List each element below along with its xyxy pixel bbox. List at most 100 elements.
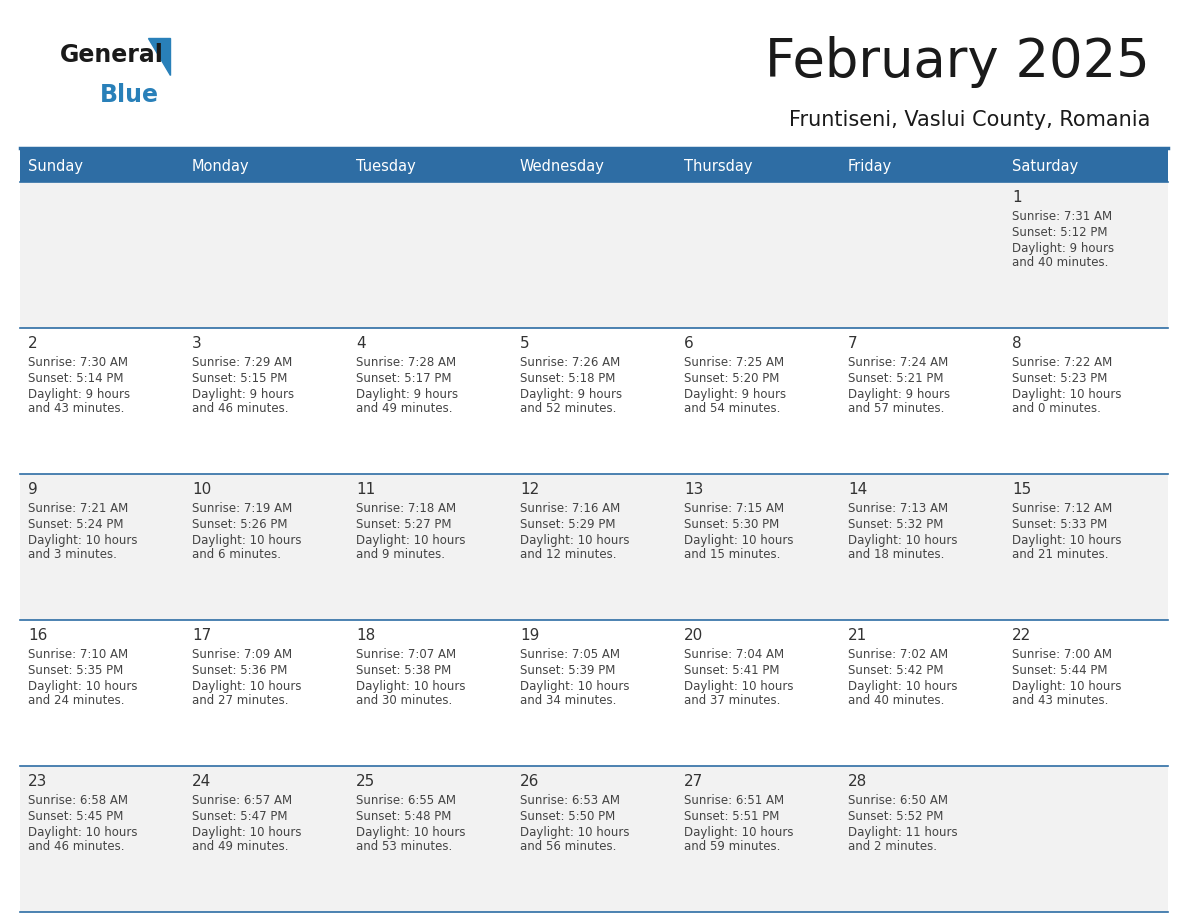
- Text: Sunset: 5:24 PM: Sunset: 5:24 PM: [29, 518, 124, 531]
- Text: Sunset: 5:41 PM: Sunset: 5:41 PM: [684, 664, 779, 677]
- Text: Sunrise: 7:29 AM: Sunrise: 7:29 AM: [192, 356, 292, 369]
- Text: Daylight: 10 hours: Daylight: 10 hours: [356, 534, 466, 547]
- Text: Tuesday: Tuesday: [356, 159, 416, 174]
- Text: 23: 23: [29, 774, 48, 789]
- Bar: [840, 150, 1004, 182]
- Text: and 34 minutes.: and 34 minutes.: [520, 694, 617, 707]
- Text: 21: 21: [848, 628, 867, 643]
- Text: 20: 20: [684, 628, 703, 643]
- Text: and 40 minutes.: and 40 minutes.: [848, 694, 944, 707]
- Text: and 21 minutes.: and 21 minutes.: [1012, 548, 1108, 561]
- Bar: [184, 620, 348, 766]
- Text: and 30 minutes.: and 30 minutes.: [356, 694, 453, 707]
- Text: Saturday: Saturday: [1012, 159, 1079, 174]
- Text: Sunrise: 7:02 AM: Sunrise: 7:02 AM: [848, 648, 948, 661]
- Text: Sunset: 5:23 PM: Sunset: 5:23 PM: [1012, 372, 1107, 385]
- Text: Sunset: 5:51 PM: Sunset: 5:51 PM: [684, 810, 779, 823]
- Text: Fruntiseni, Vaslui County, Romania: Fruntiseni, Vaslui County, Romania: [789, 110, 1150, 130]
- Text: Sunset: 5:52 PM: Sunset: 5:52 PM: [848, 810, 943, 823]
- Bar: [348, 150, 512, 182]
- Text: Sunrise: 7:13 AM: Sunrise: 7:13 AM: [848, 502, 948, 515]
- Text: Sunset: 5:27 PM: Sunset: 5:27 PM: [356, 518, 451, 531]
- Text: and 3 minutes.: and 3 minutes.: [29, 548, 116, 561]
- Text: Sunset: 5:20 PM: Sunset: 5:20 PM: [684, 372, 779, 385]
- Text: Sunrise: 6:50 AM: Sunrise: 6:50 AM: [848, 794, 948, 807]
- Text: Sunrise: 7:25 AM: Sunrise: 7:25 AM: [684, 356, 784, 369]
- Text: 28: 28: [848, 774, 867, 789]
- Text: 26: 26: [520, 774, 539, 789]
- Text: 9: 9: [29, 482, 38, 497]
- Text: and 24 minutes.: and 24 minutes.: [29, 694, 125, 707]
- Text: 22: 22: [1012, 628, 1031, 643]
- Text: Sunrise: 6:53 AM: Sunrise: 6:53 AM: [520, 794, 620, 807]
- Bar: [184, 328, 348, 474]
- Text: Daylight: 10 hours: Daylight: 10 hours: [29, 826, 138, 839]
- Text: Sunrise: 7:04 AM: Sunrise: 7:04 AM: [684, 648, 784, 661]
- Text: 5: 5: [520, 336, 530, 351]
- Bar: [348, 620, 512, 766]
- Text: and 49 minutes.: and 49 minutes.: [356, 402, 453, 415]
- Text: 13: 13: [684, 482, 703, 497]
- Text: Wednesday: Wednesday: [520, 159, 605, 174]
- Text: Daylight: 9 hours: Daylight: 9 hours: [1012, 242, 1114, 255]
- Text: 17: 17: [192, 628, 211, 643]
- Text: Daylight: 10 hours: Daylight: 10 hours: [192, 680, 302, 693]
- Text: Daylight: 9 hours: Daylight: 9 hours: [848, 388, 950, 401]
- Text: Sunrise: 7:05 AM: Sunrise: 7:05 AM: [520, 648, 620, 661]
- Text: 6: 6: [684, 336, 694, 351]
- Text: Sunset: 5:33 PM: Sunset: 5:33 PM: [1012, 518, 1107, 531]
- Bar: [512, 474, 676, 620]
- Text: Sunrise: 7:00 AM: Sunrise: 7:00 AM: [1012, 648, 1112, 661]
- Text: Sunrise: 7:28 AM: Sunrise: 7:28 AM: [356, 356, 456, 369]
- Text: 24: 24: [192, 774, 211, 789]
- Text: Sunset: 5:29 PM: Sunset: 5:29 PM: [520, 518, 615, 531]
- Bar: [20, 328, 184, 474]
- Text: 11: 11: [356, 482, 375, 497]
- Text: Sunset: 5:39 PM: Sunset: 5:39 PM: [520, 664, 615, 677]
- Text: Sunset: 5:17 PM: Sunset: 5:17 PM: [356, 372, 451, 385]
- Bar: [20, 474, 184, 620]
- Bar: [184, 182, 348, 328]
- Text: Daylight: 10 hours: Daylight: 10 hours: [848, 680, 958, 693]
- Text: Sunset: 5:32 PM: Sunset: 5:32 PM: [848, 518, 943, 531]
- Text: and 57 minutes.: and 57 minutes.: [848, 402, 944, 415]
- Text: and 46 minutes.: and 46 minutes.: [29, 840, 125, 853]
- Text: and 56 minutes.: and 56 minutes.: [520, 840, 617, 853]
- Bar: [512, 620, 676, 766]
- Text: Sunrise: 7:10 AM: Sunrise: 7:10 AM: [29, 648, 128, 661]
- Bar: [512, 150, 676, 182]
- Text: and 43 minutes.: and 43 minutes.: [29, 402, 125, 415]
- Text: Sunrise: 7:24 AM: Sunrise: 7:24 AM: [848, 356, 948, 369]
- Text: Sunrise: 7:21 AM: Sunrise: 7:21 AM: [29, 502, 128, 515]
- Text: 3: 3: [192, 336, 202, 351]
- Text: Friday: Friday: [848, 159, 892, 174]
- Text: and 9 minutes.: and 9 minutes.: [356, 548, 446, 561]
- Bar: [840, 328, 1004, 474]
- Text: Sunrise: 7:31 AM: Sunrise: 7:31 AM: [1012, 210, 1112, 223]
- Bar: [1004, 150, 1168, 182]
- Text: and 18 minutes.: and 18 minutes.: [848, 548, 944, 561]
- Text: Sunrise: 7:26 AM: Sunrise: 7:26 AM: [520, 356, 620, 369]
- Text: Daylight: 10 hours: Daylight: 10 hours: [520, 826, 630, 839]
- Text: and 0 minutes.: and 0 minutes.: [1012, 402, 1101, 415]
- Text: Sunset: 5:21 PM: Sunset: 5:21 PM: [848, 372, 943, 385]
- Text: 10: 10: [192, 482, 211, 497]
- Text: February 2025: February 2025: [765, 36, 1150, 88]
- Text: Sunrise: 7:18 AM: Sunrise: 7:18 AM: [356, 502, 456, 515]
- Text: 8: 8: [1012, 336, 1022, 351]
- Text: Daylight: 10 hours: Daylight: 10 hours: [520, 534, 630, 547]
- Text: and 15 minutes.: and 15 minutes.: [684, 548, 781, 561]
- Text: Sunset: 5:36 PM: Sunset: 5:36 PM: [192, 664, 287, 677]
- Text: Daylight: 10 hours: Daylight: 10 hours: [520, 680, 630, 693]
- Text: Daylight: 10 hours: Daylight: 10 hours: [29, 534, 138, 547]
- Text: Daylight: 10 hours: Daylight: 10 hours: [192, 826, 302, 839]
- Text: 25: 25: [356, 774, 375, 789]
- Text: Sunset: 5:15 PM: Sunset: 5:15 PM: [192, 372, 287, 385]
- Bar: [1004, 328, 1168, 474]
- Text: 7: 7: [848, 336, 858, 351]
- Bar: [20, 150, 184, 182]
- Text: Sunday: Sunday: [29, 159, 83, 174]
- Text: and 2 minutes.: and 2 minutes.: [848, 840, 937, 853]
- Text: 1: 1: [1012, 190, 1022, 205]
- Text: Sunrise: 7:12 AM: Sunrise: 7:12 AM: [1012, 502, 1112, 515]
